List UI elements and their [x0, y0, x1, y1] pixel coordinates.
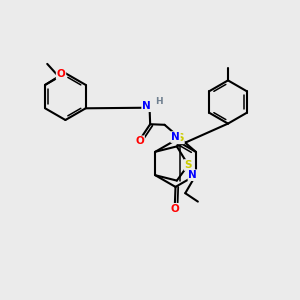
Text: N: N	[142, 101, 151, 111]
Text: O: O	[170, 204, 179, 214]
Text: N: N	[171, 132, 180, 142]
Text: O: O	[135, 136, 144, 146]
Text: N: N	[188, 170, 197, 180]
Text: S: S	[184, 160, 192, 170]
Text: O: O	[57, 69, 65, 79]
Text: H: H	[155, 97, 162, 106]
Text: S: S	[176, 133, 184, 143]
